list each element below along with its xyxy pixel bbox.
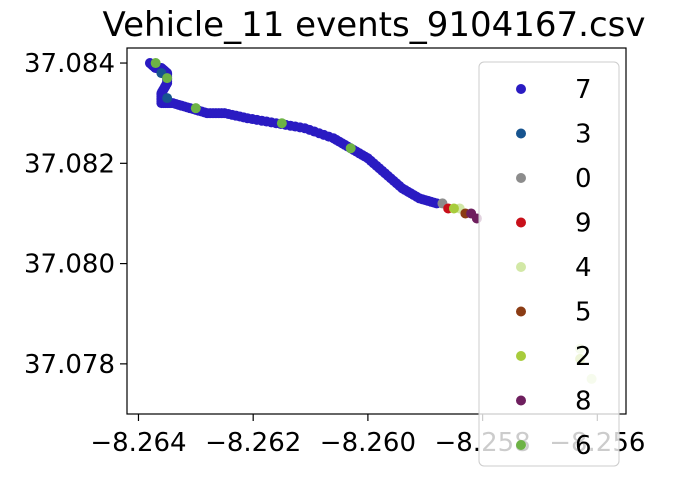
legend-marker-3 xyxy=(516,128,526,139)
plot-area xyxy=(144,58,597,384)
x-tick-label: −8.262 xyxy=(205,428,301,458)
legend-marker-0 xyxy=(516,173,526,183)
y-tick-label: 37.080 xyxy=(24,250,115,280)
legend-box xyxy=(478,61,620,467)
y-tick-label: 37.082 xyxy=(24,149,115,179)
legend: 7 3 0 9 4 5 2 8 6 xyxy=(478,61,620,467)
point-series-3 xyxy=(162,93,173,104)
legend-label-8: 8 xyxy=(575,387,592,417)
x-tick-label: −8.260 xyxy=(320,428,416,458)
axes-frame xyxy=(126,47,627,415)
legend-label-2: 2 xyxy=(575,342,592,372)
point-series-2 xyxy=(448,203,459,214)
legend-label-9: 9 xyxy=(575,209,592,239)
point-series-6 xyxy=(190,103,201,114)
legend-marker-2 xyxy=(516,351,526,361)
legend-label-6: 6 xyxy=(575,431,592,461)
point-series-6 xyxy=(345,143,356,154)
legend-label-5: 5 xyxy=(575,298,592,328)
legend-marker-8 xyxy=(516,395,526,406)
legend-marker-9 xyxy=(516,217,526,228)
legend-marker-4 xyxy=(516,262,526,272)
legend-label-0: 0 xyxy=(575,164,592,194)
legend-marker-5 xyxy=(516,306,526,317)
point-series-6 xyxy=(150,58,161,69)
legend-label-4: 4 xyxy=(575,253,592,283)
y-tick-label: 37.078 xyxy=(24,350,115,380)
legend-marker-6 xyxy=(516,440,526,450)
chart-title: Vehicle_11 events_9104167.csv xyxy=(103,5,646,45)
legend-marker-7 xyxy=(516,84,526,94)
y-tick-label: 37.084 xyxy=(24,49,115,79)
x-tick-label: −8.264 xyxy=(90,428,186,458)
legend-label-7: 7 xyxy=(575,75,592,105)
point-series-6 xyxy=(162,73,173,84)
point-series-6 xyxy=(276,118,287,129)
legend-label-3: 3 xyxy=(575,120,592,150)
